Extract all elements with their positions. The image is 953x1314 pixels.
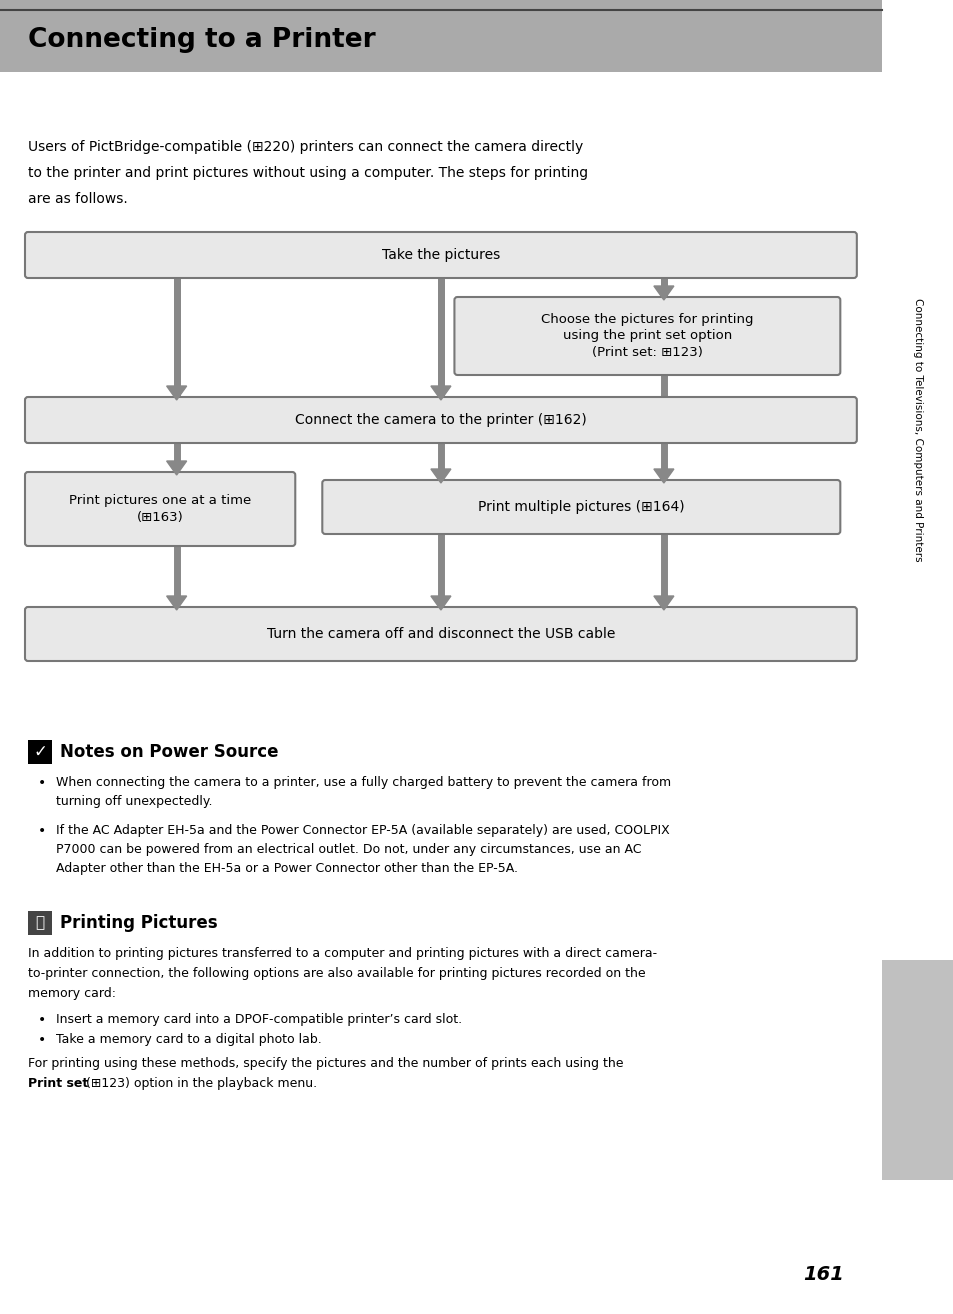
Polygon shape xyxy=(653,286,673,300)
FancyBboxPatch shape xyxy=(25,472,295,547)
Text: memory card:: memory card: xyxy=(28,987,116,1000)
Text: If the AC Adapter EH-5a and the Power Connector EP-5A (available separately) are: If the AC Adapter EH-5a and the Power Co… xyxy=(56,824,669,837)
FancyBboxPatch shape xyxy=(322,480,840,533)
Text: to the printer and print pictures without using a computer. The steps for printi: to the printer and print pictures withou… xyxy=(28,166,587,180)
Bar xyxy=(0,0,882,72)
Text: ⌕: ⌕ xyxy=(35,916,45,930)
Text: Notes on Power Source: Notes on Power Source xyxy=(60,742,278,761)
Text: Choose the pictures for printing
using the print set option
(Print set: ⊞123): Choose the pictures for printing using t… xyxy=(540,313,753,359)
Text: Insert a memory card into a DPOF-compatible printer’s card slot.: Insert a memory card into a DPOF-compati… xyxy=(56,1013,461,1026)
Polygon shape xyxy=(431,386,451,399)
Bar xyxy=(882,961,953,1180)
Polygon shape xyxy=(167,597,187,610)
Text: For printing using these methods, specify the pictures and the number of prints : For printing using these methods, specif… xyxy=(28,1056,623,1070)
Text: Take the pictures: Take the pictures xyxy=(381,248,499,261)
Text: Printing Pictures: Printing Pictures xyxy=(60,915,217,932)
Bar xyxy=(28,740,52,763)
Text: (⊞123) option in the playback menu.: (⊞123) option in the playback menu. xyxy=(82,1077,316,1091)
Text: •: • xyxy=(38,1033,46,1047)
Text: Connect the camera to the printer (⊞162): Connect the camera to the printer (⊞162) xyxy=(294,413,586,427)
Text: Connecting to Televisions, Computers and Printers: Connecting to Televisions, Computers and… xyxy=(912,298,923,562)
Text: Print multiple pictures (⊞164): Print multiple pictures (⊞164) xyxy=(477,501,684,514)
Text: When connecting the camera to a printer, use a fully charged battery to prevent : When connecting the camera to a printer,… xyxy=(56,777,670,788)
Text: turning off unexpectedly.: turning off unexpectedly. xyxy=(56,795,213,808)
FancyBboxPatch shape xyxy=(25,607,856,661)
Text: 161: 161 xyxy=(802,1265,843,1284)
Text: Users of PictBridge-compatible (⊞220) printers can connect the camera directly: Users of PictBridge-compatible (⊞220) pr… xyxy=(28,141,582,154)
Polygon shape xyxy=(431,469,451,484)
Text: Connecting to a Printer: Connecting to a Printer xyxy=(28,28,375,53)
Polygon shape xyxy=(167,386,187,399)
Text: •: • xyxy=(38,1013,46,1028)
FancyBboxPatch shape xyxy=(25,233,856,279)
Text: Take a memory card to a digital photo lab.: Take a memory card to a digital photo la… xyxy=(56,1033,321,1046)
Text: ✓: ✓ xyxy=(33,742,47,761)
Text: Print pictures one at a time
(⊞163): Print pictures one at a time (⊞163) xyxy=(69,494,251,524)
FancyBboxPatch shape xyxy=(454,297,840,374)
Text: are as follows.: are as follows. xyxy=(28,192,128,206)
Text: to-printer connection, the following options are also available for printing pic: to-printer connection, the following opt… xyxy=(28,967,645,980)
Text: P7000 can be powered from an electrical outlet. Do not, under any circumstances,: P7000 can be powered from an electrical … xyxy=(56,844,640,855)
Bar xyxy=(882,130,953,720)
Bar xyxy=(28,911,52,936)
Polygon shape xyxy=(431,597,451,610)
Text: Turn the camera off and disconnect the USB cable: Turn the camera off and disconnect the U… xyxy=(267,627,615,641)
Text: Print set: Print set xyxy=(28,1077,89,1091)
Text: Adapter other than the EH-5a or a Power Connector other than the EP-5A.: Adapter other than the EH-5a or a Power … xyxy=(56,862,517,875)
Text: In addition to printing pictures transferred to a computer and printing pictures: In addition to printing pictures transfe… xyxy=(28,947,657,961)
Text: •: • xyxy=(38,824,46,838)
Text: •: • xyxy=(38,777,46,790)
FancyBboxPatch shape xyxy=(25,397,856,443)
Polygon shape xyxy=(653,469,673,484)
Polygon shape xyxy=(167,461,187,474)
Polygon shape xyxy=(653,597,673,610)
